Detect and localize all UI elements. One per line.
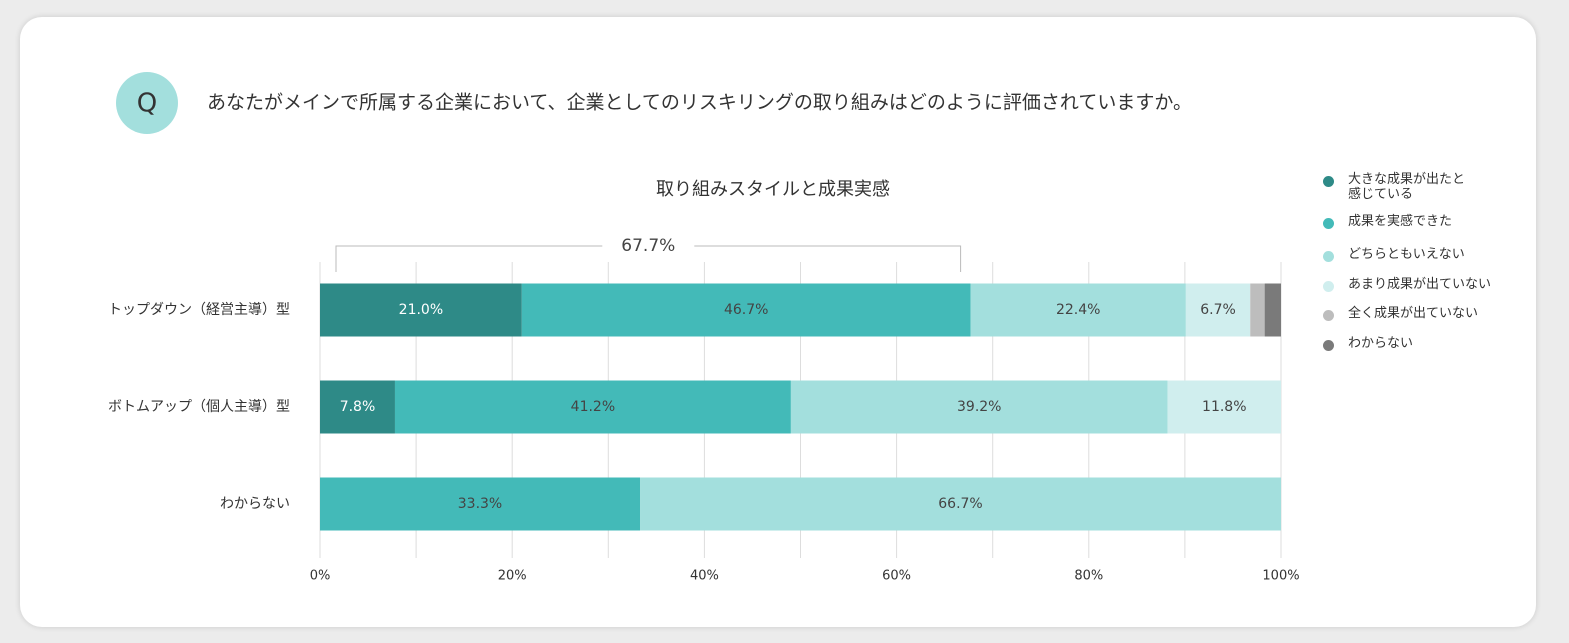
legend-marker <box>1323 310 1334 321</box>
legend-marker <box>1323 218 1334 229</box>
legend-item: わからない <box>1320 336 1510 351</box>
data-label: 46.7% <box>724 302 768 318</box>
data-label: 33.3% <box>458 496 502 512</box>
legend-item: 全く成果が出ていない <box>1320 306 1510 321</box>
legend-item: どちらともいえない <box>1320 247 1510 262</box>
x-tick-label: 80% <box>1074 569 1103 584</box>
legend-marker <box>1323 251 1334 262</box>
data-label: 6.7% <box>1200 302 1236 318</box>
bar-segment <box>1264 283 1281 337</box>
bar-segment <box>970 283 1186 337</box>
data-label: 7.8% <box>340 399 376 415</box>
bracket <box>335 245 962 272</box>
legend-label: あまり成果が出ていない <box>1348 277 1492 292</box>
data-label: 21.0% <box>399 302 443 318</box>
bar-segment <box>394 380 791 434</box>
x-tick-label: 40% <box>690 569 719 584</box>
bar-segment <box>320 380 395 434</box>
category-label: わからない <box>220 496 290 512</box>
q-badge <box>116 72 178 134</box>
category-label: ボトムアップ（個人主導）型 <box>108 399 290 415</box>
x-tick-label: 0% <box>310 569 331 584</box>
category-label: トップダウン（経営主導）型 <box>108 302 290 318</box>
x-tick-label: 20% <box>498 569 527 584</box>
data-label: 11.8% <box>1202 399 1246 415</box>
legend-marker <box>1323 340 1334 351</box>
q-badge-text: Q <box>137 89 157 119</box>
data-label: 22.4% <box>1056 302 1100 318</box>
bar-segment <box>320 283 522 337</box>
data-label: 66.7% <box>938 496 982 512</box>
bar-segment <box>1167 380 1281 434</box>
data-label: 41.2% <box>571 399 615 415</box>
legend-marker <box>1323 281 1334 292</box>
question-text: あなたがメインで所属する企業において、企業としてのリスキリングの取り組みはどのよ… <box>207 92 1192 114</box>
legend-label: どちらともいえない <box>1348 247 1465 262</box>
legend-label: 全く成果が出ていない <box>1348 306 1479 321</box>
legend-item: 成果を実感できた <box>1320 214 1510 229</box>
bar-segment <box>640 477 1281 531</box>
bar-segment <box>1185 283 1251 337</box>
bar-segment <box>521 283 971 337</box>
x-tick-label: 60% <box>882 569 911 584</box>
legend-label: 大きな成果が出たと感じている <box>1348 172 1466 202</box>
data-label: 39.2% <box>957 399 1001 415</box>
bar-segment <box>1250 283 1265 337</box>
legend-item: 大きな成果が出たと感じている <box>1320 172 1510 202</box>
legend-label: 成果を実感できた <box>1348 214 1453 229</box>
x-tick-label: 100% <box>1262 569 1299 584</box>
bar-segment <box>790 380 1168 434</box>
legend-marker <box>1323 176 1334 187</box>
legend-item: あまり成果が出ていない <box>1320 277 1510 292</box>
chart-title: 取り組みスタイルと成果実感 <box>656 179 890 200</box>
bar-segment <box>320 477 641 531</box>
annotation: 67.7% <box>621 236 675 256</box>
legend-label: わからない <box>1348 336 1414 351</box>
